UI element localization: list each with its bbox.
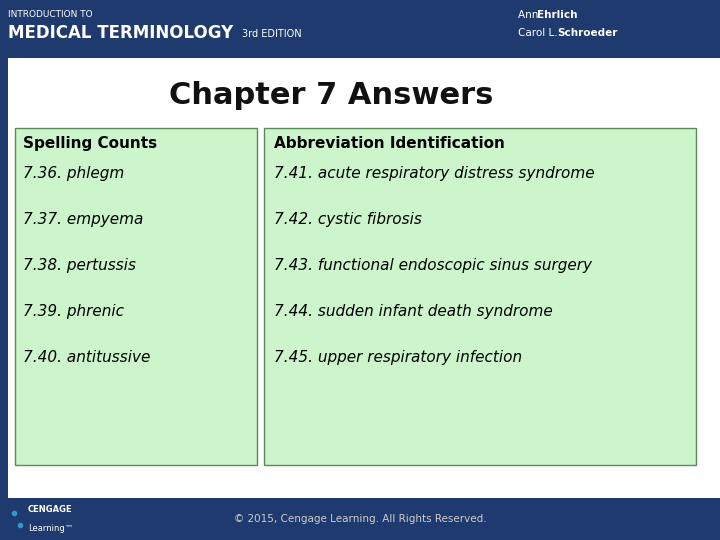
Text: 7.44. sudden infant death syndrome: 7.44. sudden infant death syndrome bbox=[274, 304, 553, 319]
Text: INTRODUCTION TO: INTRODUCTION TO bbox=[8, 10, 93, 19]
Text: Spelling Counts: Spelling Counts bbox=[23, 136, 157, 151]
Text: 7.38. pertussis: 7.38. pertussis bbox=[23, 258, 136, 273]
Text: 7.42. cystic fibrosis: 7.42. cystic fibrosis bbox=[274, 212, 422, 227]
Text: 7.45. upper respiratory infection: 7.45. upper respiratory infection bbox=[274, 350, 522, 365]
Text: Chapter 7 Answers: Chapter 7 Answers bbox=[169, 82, 493, 111]
Text: 7.43. functional endoscopic sinus surgery: 7.43. functional endoscopic sinus surger… bbox=[274, 258, 592, 273]
Bar bbox=[15, 128, 257, 465]
Text: 7.41. acute respiratory distress syndrome: 7.41. acute respiratory distress syndrom… bbox=[274, 166, 595, 181]
Text: 7.39. phrenic: 7.39. phrenic bbox=[23, 304, 124, 319]
Bar bbox=[264, 128, 696, 465]
Text: Schroeder: Schroeder bbox=[557, 28, 617, 38]
Text: 7.36. phlegm: 7.36. phlegm bbox=[23, 166, 125, 181]
Text: CENGAGE: CENGAGE bbox=[28, 505, 73, 514]
Text: Ann: Ann bbox=[518, 10, 541, 20]
Bar bbox=[0, 58, 720, 498]
Bar bbox=[0, 58, 8, 498]
Bar bbox=[0, 0, 720, 58]
Bar bbox=[0, 498, 720, 540]
Text: 3rd EDITION: 3rd EDITION bbox=[242, 29, 302, 39]
Text: Learning™: Learning™ bbox=[28, 524, 73, 533]
Text: 7.40. antitussive: 7.40. antitussive bbox=[23, 350, 150, 365]
Text: 7.37. empyema: 7.37. empyema bbox=[23, 212, 143, 227]
Text: Ehrlich: Ehrlich bbox=[537, 10, 577, 20]
Text: MEDICAL TERMINOLOGY: MEDICAL TERMINOLOGY bbox=[8, 24, 233, 42]
Text: Abbreviation Identification: Abbreviation Identification bbox=[274, 136, 505, 151]
Text: © 2015, Cengage Learning. All Rights Reserved.: © 2015, Cengage Learning. All Rights Res… bbox=[234, 514, 486, 524]
Text: Carol L.: Carol L. bbox=[518, 28, 561, 38]
